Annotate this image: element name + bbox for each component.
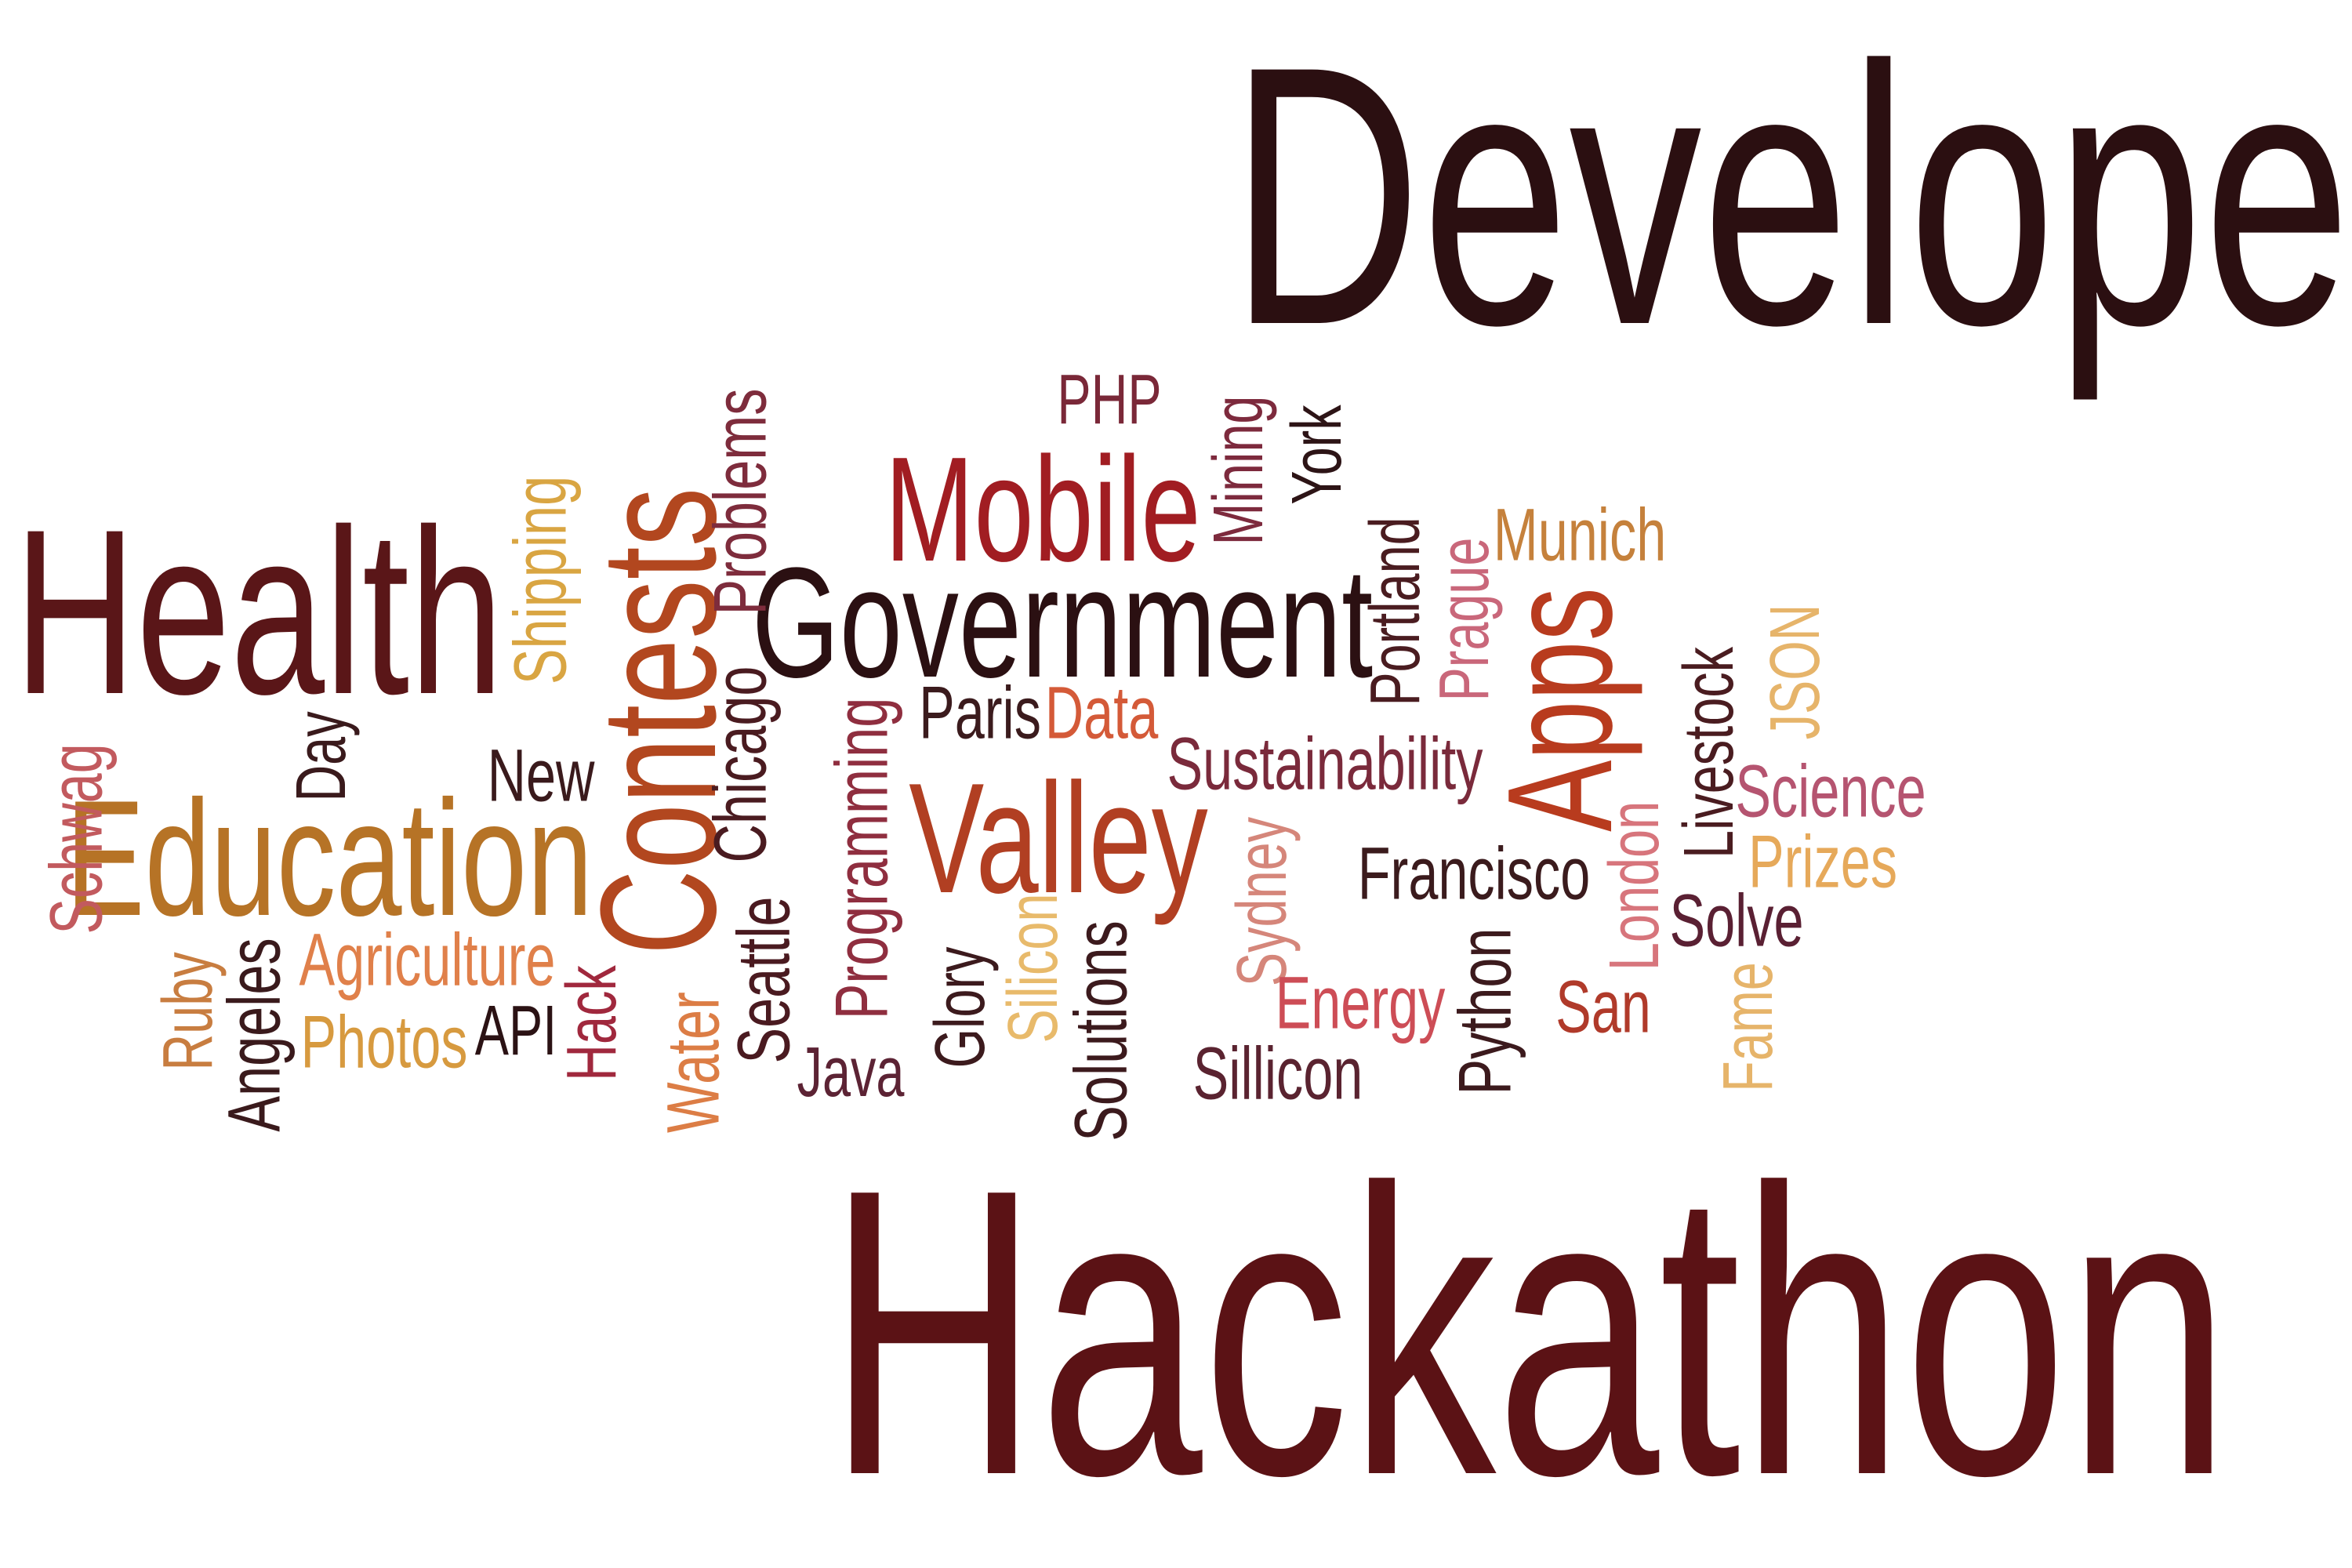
word-london: London <box>1595 800 1674 971</box>
word-education: Education <box>65 766 593 950</box>
word-water: Water <box>652 992 735 1133</box>
word-sustainability: Sustainability <box>1167 722 1483 806</box>
word-portland: Portland <box>1356 517 1435 706</box>
word-api: API <box>474 992 557 1070</box>
word-munich: Munich <box>1493 493 1667 577</box>
word-hack: Hack <box>553 965 631 1081</box>
title-developer: Developer <box>1229 0 2352 401</box>
title-hackathon: Hackathon <box>827 1105 2230 1560</box>
word-solve: Solve <box>1669 879 1804 963</box>
word-mobile: Mobile <box>884 426 1201 593</box>
word-silicon: Silicon <box>994 893 1073 1044</box>
word-san: San <box>1555 965 1651 1049</box>
word-mining: Mining <box>1200 395 1278 546</box>
word-francisco: Francisco <box>1357 832 1591 916</box>
word-php: PHP <box>1057 361 1162 439</box>
word-glory: Glory <box>921 946 1000 1069</box>
word-apps: Apps <box>1477 587 1643 832</box>
word-chicago: Chicago <box>699 666 782 863</box>
word-seattle: Seattle <box>722 896 806 1064</box>
word-photos: Photos <box>300 1000 468 1084</box>
word-paris: Paris <box>919 671 1041 755</box>
word-prizes: Prizes <box>1748 820 1898 904</box>
word-energy: Energy <box>1275 961 1446 1045</box>
word-fame: Fame <box>1709 962 1788 1092</box>
word-valley: Valley <box>909 751 1208 926</box>
word-livestock: Livestock <box>1670 646 1748 859</box>
word-sillicon: Sillicon <box>1192 1032 1363 1116</box>
word-schwag: Schwag <box>34 743 118 935</box>
word-health: Health <box>13 480 504 743</box>
word-java: Java <box>797 1033 905 1112</box>
word-json: JSON <box>1756 604 1835 740</box>
word-programming: Programming <box>820 697 904 1020</box>
word-new: New <box>487 734 595 818</box>
word-problems: Problems <box>699 388 782 615</box>
word-agriculture: Agriculture <box>299 918 556 1002</box>
word-python: Python <box>1443 927 1527 1095</box>
word-york: York <box>1278 405 1356 505</box>
word-science: Science <box>1735 750 1926 833</box>
word-day: Day <box>282 711 361 802</box>
word-prague: Prague <box>1425 537 1504 702</box>
word-angeles: Angeles <box>212 938 296 1132</box>
word-government: Government <box>751 535 1374 710</box>
word-shipping: Shipping <box>499 475 583 685</box>
word-data: Data <box>1044 671 1159 755</box>
